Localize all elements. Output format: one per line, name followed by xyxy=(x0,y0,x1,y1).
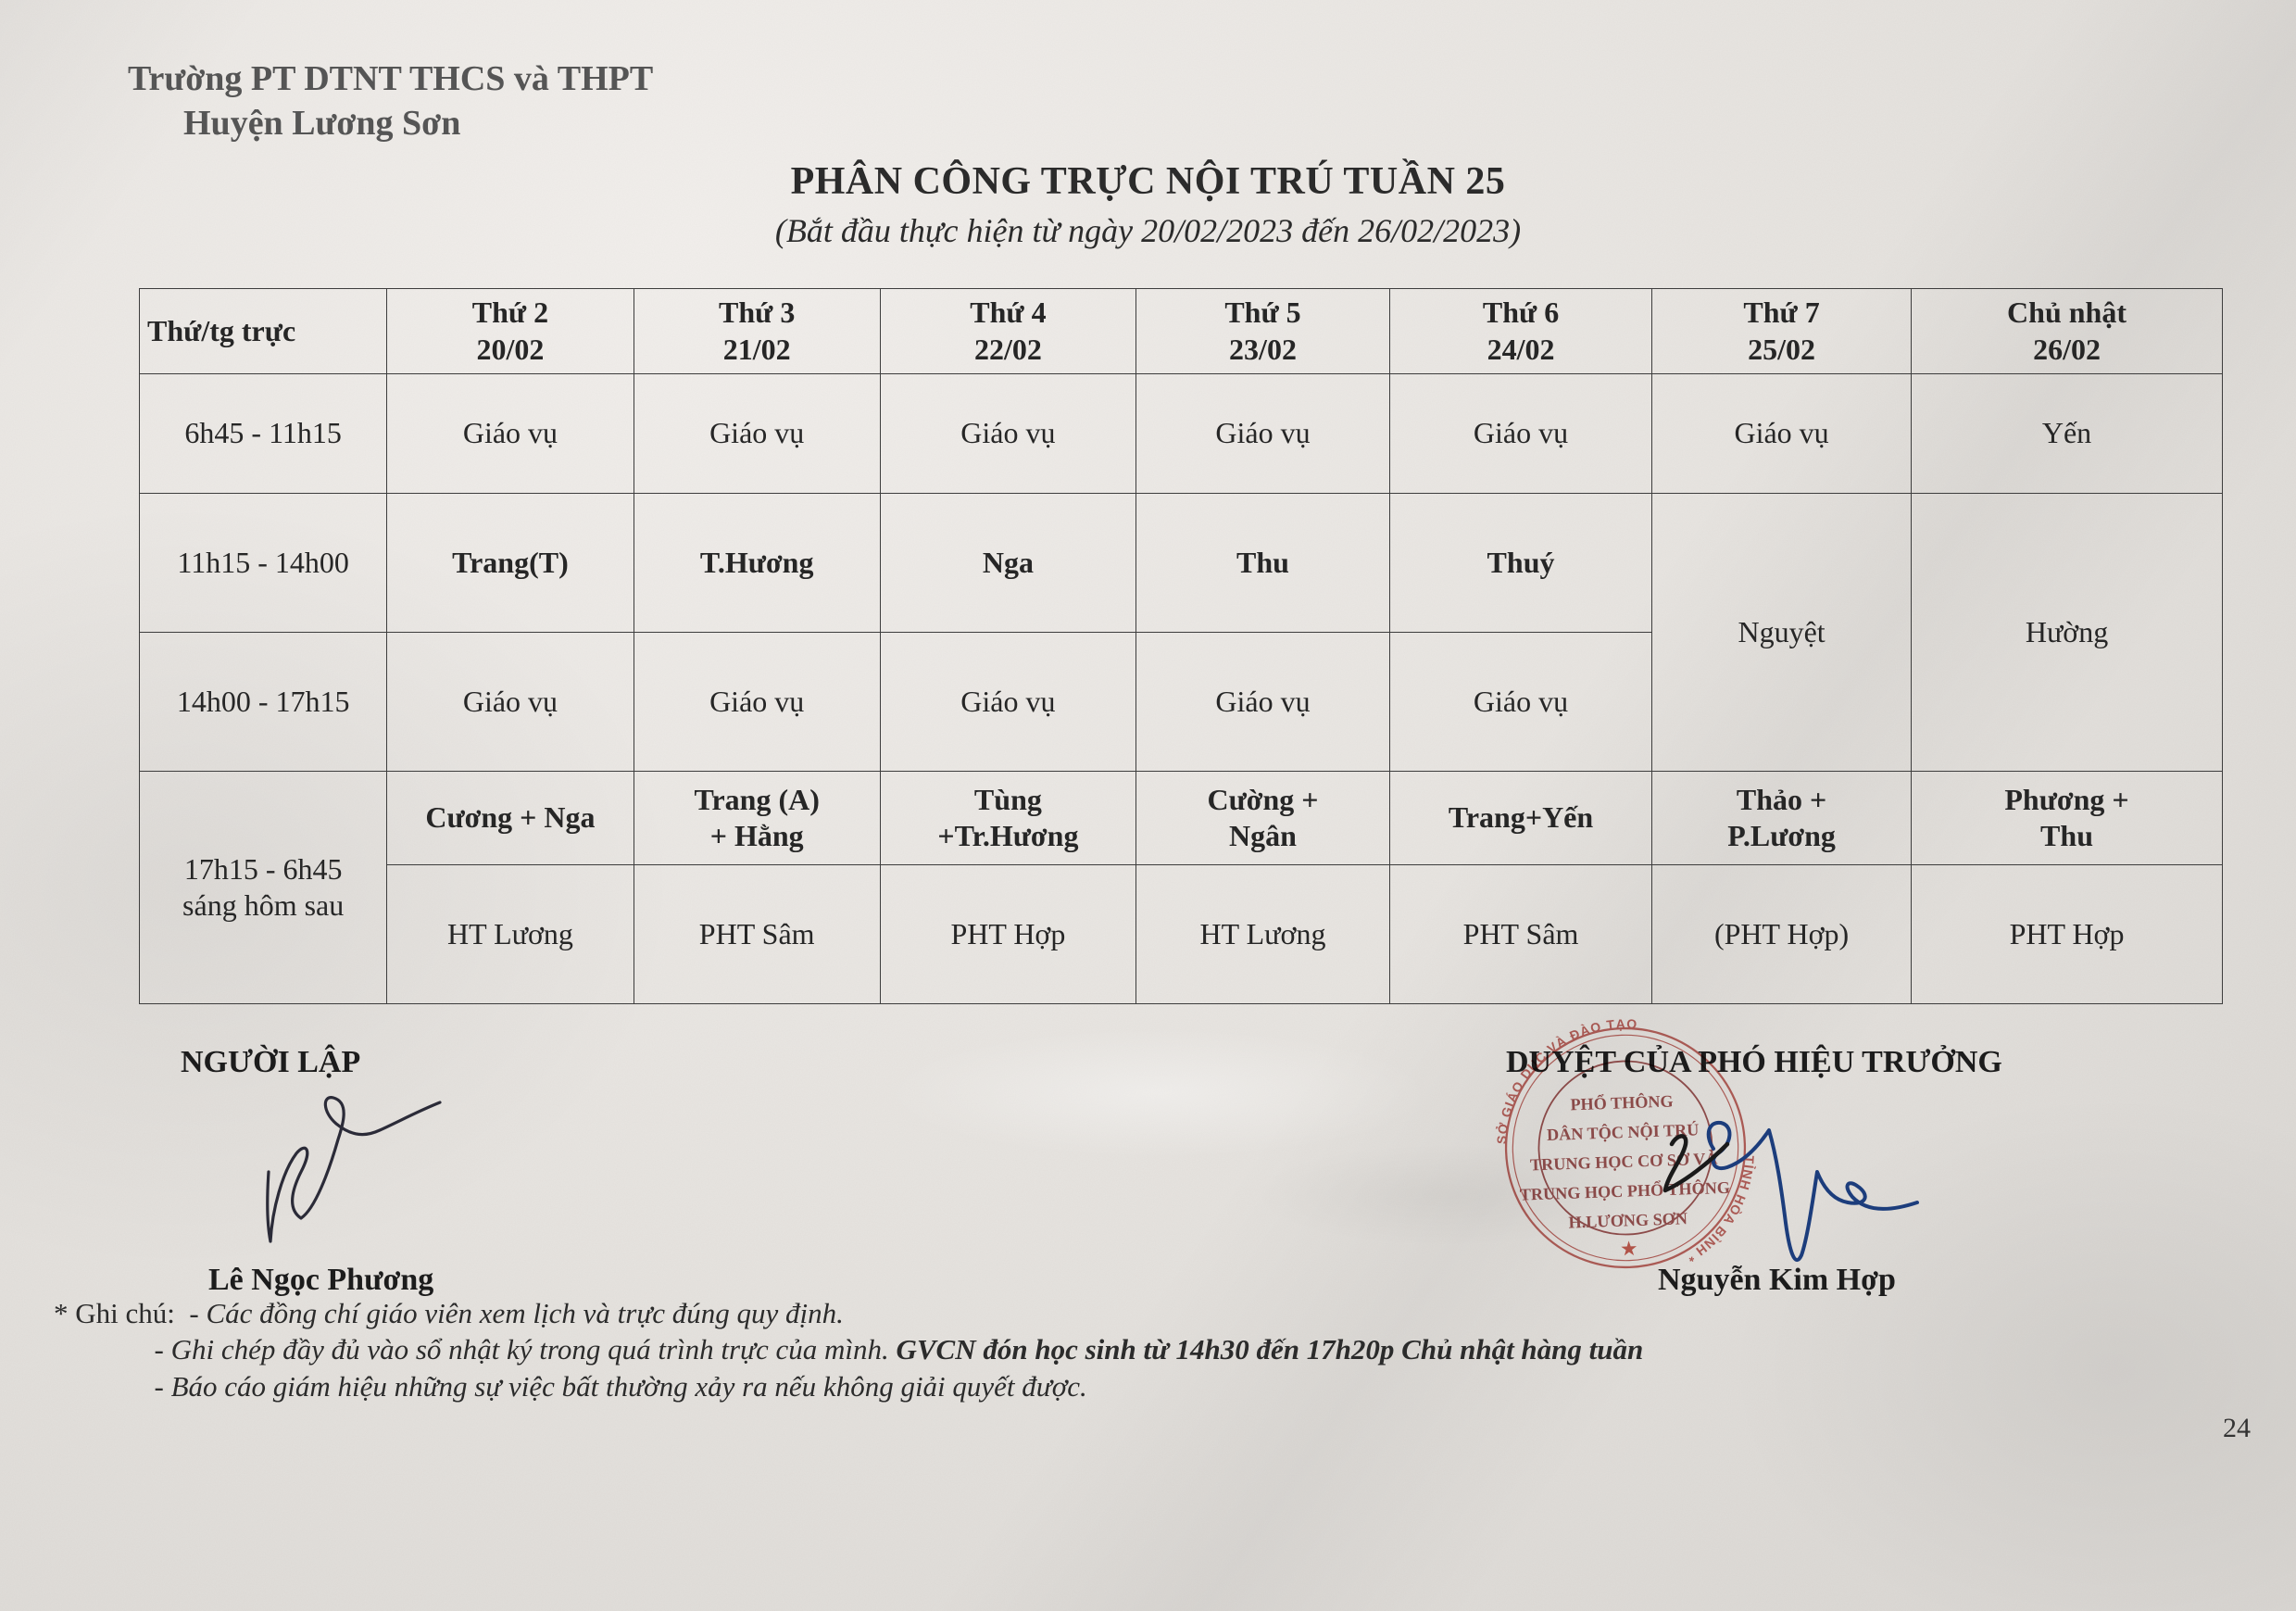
svg-text:★: ★ xyxy=(1620,1238,1638,1261)
